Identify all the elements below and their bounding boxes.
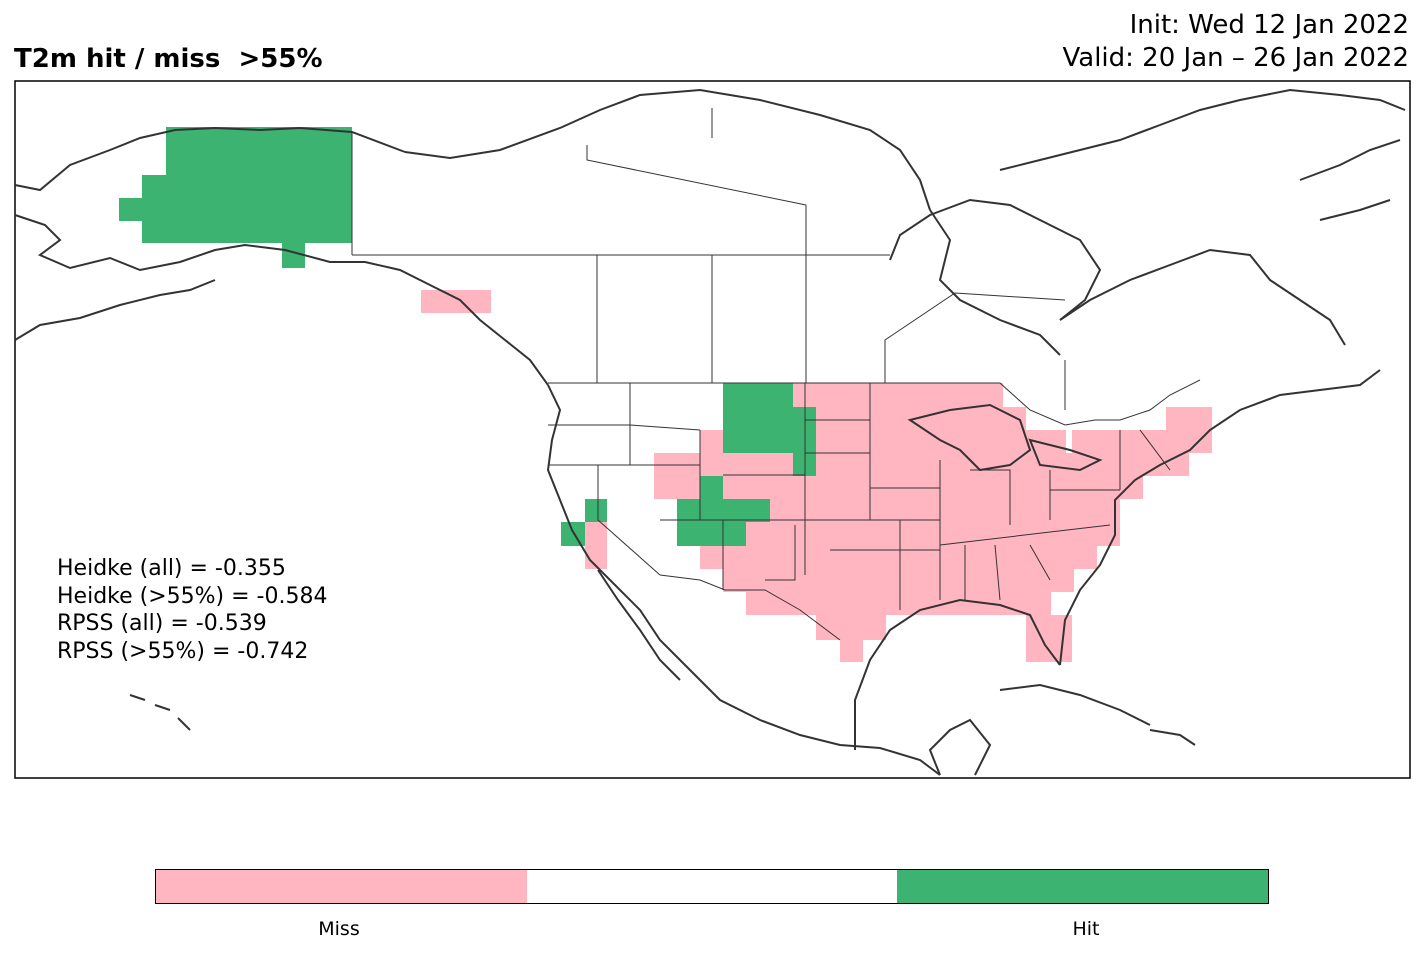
colorbar-neutral-segment: [526, 870, 898, 903]
colorbar-label-hit: Hit: [1072, 918, 1100, 940]
valid-range: Valid: 20 Jan – 26 Jan 2022: [1062, 43, 1410, 73]
colorbar-hit-segment: [897, 870, 1269, 903]
map-title: T2m hit / miss >55%: [14, 44, 323, 74]
colorbar-miss-segment: [156, 870, 527, 903]
init-date: Init: Wed 12 Jan 2022: [1129, 10, 1409, 40]
stat-rpss-55: RPSS (>55%) = -0.742: [57, 638, 309, 664]
borders: [351, 108, 1201, 641]
skill-stats: Heidke (all) = -0.355 Heidke (>55%) = -0…: [57, 555, 327, 665]
colorbar-label-miss: Miss: [318, 918, 360, 940]
colorbar: [155, 869, 1269, 904]
miss-cells: [421, 290, 1212, 662]
stat-rpss-all: RPSS (all) = -0.539: [57, 611, 267, 636]
coastline: [14, 88, 1406, 776]
stat-heidke-all: Heidke (all) = -0.355: [57, 556, 286, 581]
stat-heidke-55: Heidke (>55%) = -0.584: [57, 583, 328, 609]
